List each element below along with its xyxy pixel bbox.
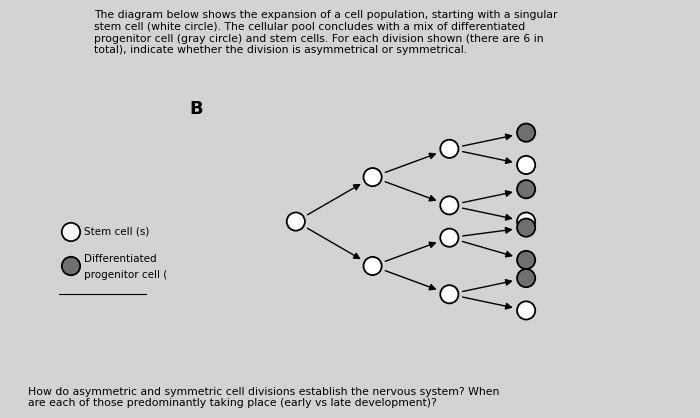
- Circle shape: [440, 285, 458, 303]
- Circle shape: [62, 223, 80, 241]
- Circle shape: [363, 257, 382, 275]
- Circle shape: [287, 212, 305, 231]
- Circle shape: [517, 251, 536, 269]
- Text: Differentiated: Differentiated: [84, 254, 157, 264]
- Circle shape: [517, 124, 536, 142]
- Text: Stem cell (s): Stem cell (s): [84, 227, 149, 237]
- Circle shape: [440, 196, 458, 214]
- Text: How do asymmetric and symmetric cell divisions establish the nervous system? Whe: How do asymmetric and symmetric cell div…: [28, 387, 499, 408]
- Circle shape: [440, 140, 458, 158]
- Circle shape: [440, 229, 458, 247]
- Circle shape: [517, 301, 536, 319]
- Circle shape: [517, 212, 536, 231]
- Circle shape: [517, 269, 536, 287]
- Circle shape: [517, 156, 536, 174]
- Circle shape: [517, 180, 536, 198]
- Circle shape: [517, 219, 536, 237]
- Text: B: B: [189, 100, 202, 118]
- Text: progenitor cell (: progenitor cell (: [84, 270, 167, 280]
- Text: The diagram below shows the expansion of a cell population, starting with a sing: The diagram below shows the expansion of…: [94, 10, 558, 55]
- Circle shape: [363, 168, 382, 186]
- Circle shape: [62, 257, 80, 275]
